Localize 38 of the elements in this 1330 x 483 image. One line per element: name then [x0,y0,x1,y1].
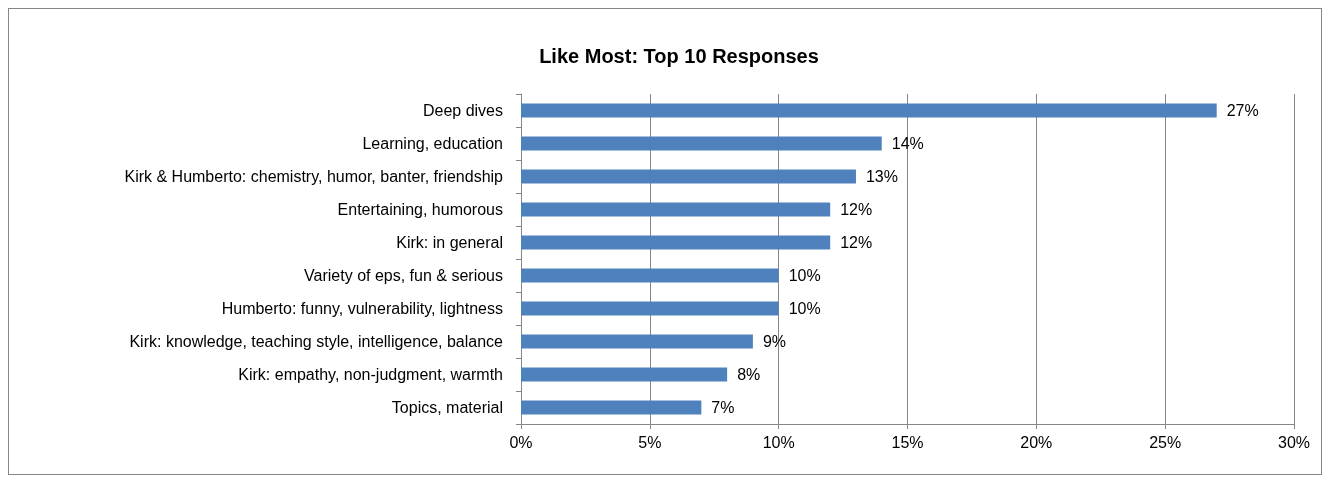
bar [521,268,779,283]
y-tick-label: Entertaining, humorous [337,201,503,218]
data-label: 12% [840,201,873,218]
data-label: 10% [788,267,821,284]
x-tick-label: 0% [509,433,533,451]
data-label: 27% [1226,102,1259,119]
data-label: 14% [891,135,924,152]
y-tick-label: Learning, education [362,135,503,152]
bar [521,301,779,316]
bar [521,136,882,151]
x-tick-label: 25% [1149,433,1182,451]
data-label: 9% [762,333,787,350]
y-tick-label: Deep dives [422,102,503,119]
x-tick-label: 15% [891,433,924,451]
y-tick-label: Kirk & Humberto: chemistry, humor, banter, friendship [124,168,504,185]
y-tick-label: Variety of eps, fun & serious [304,267,503,284]
x-tick-label: 20% [1020,433,1053,451]
data-label: 8% [737,366,761,383]
y-tick-label: Kirk: knowledge, teaching style, intelligence, balance [129,333,504,350]
data-label: 13% [865,168,898,185]
bar [521,169,856,184]
x-tick-label: 5% [638,433,662,451]
bar [521,400,702,415]
data-label: 12% [840,234,873,251]
y-tick-label: Kirk: in general [396,234,503,251]
data-label: 7% [711,399,735,416]
data-label: 10% [788,300,821,317]
y-tick-label: Kirk: empathy, non-judgment, warmth [238,366,503,383]
bar [521,103,1217,118]
bar [521,202,831,217]
y-tick-label: Humberto: funny, vulnerability, lightness [221,300,503,317]
bar [521,235,831,250]
y-tick-label: Topics, material [391,399,503,416]
x-tick-label: 30% [1277,433,1311,451]
bar [521,334,753,349]
x-tick-label: 10% [762,433,795,451]
bar [521,367,728,382]
chart-title: Like Most: Top 10 Responses [539,45,819,67]
